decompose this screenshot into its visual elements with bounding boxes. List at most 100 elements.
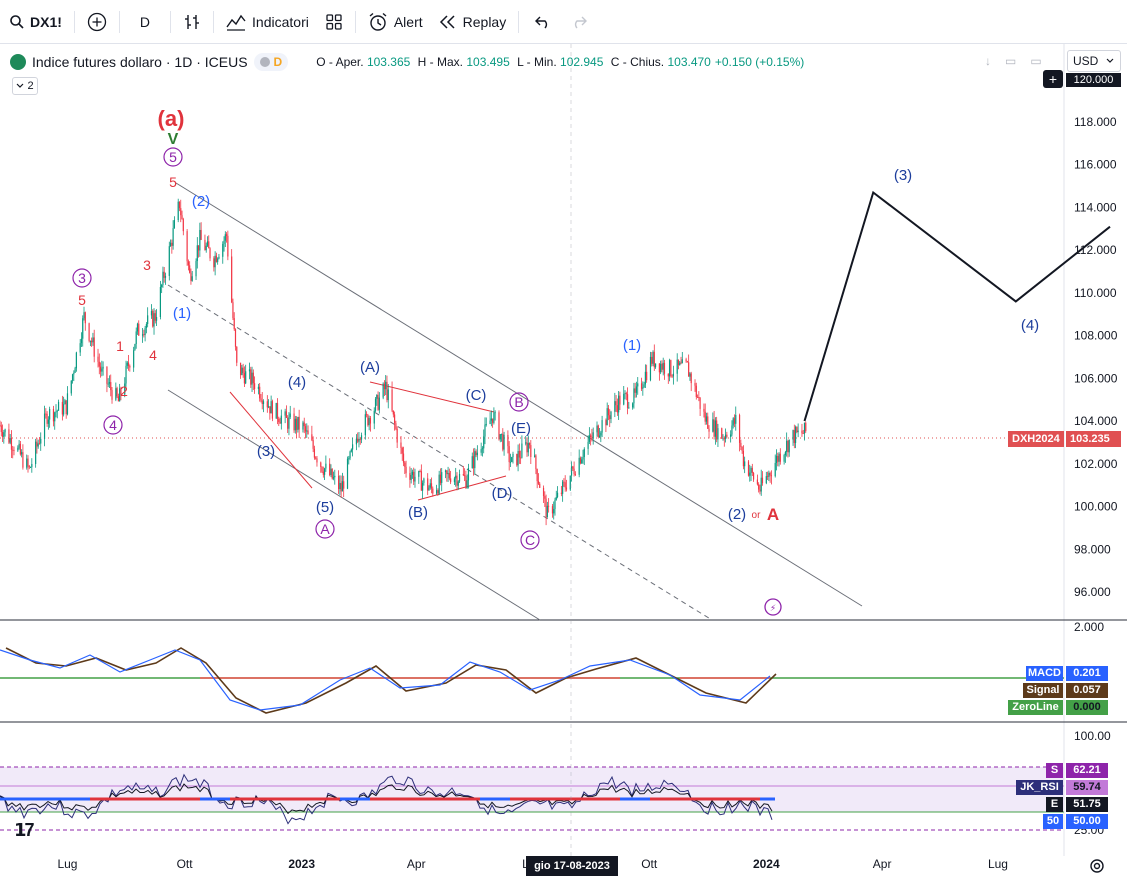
candle-body [597,425,599,437]
candle-body [236,346,238,363]
candle-body [0,425,2,433]
candle-body [707,416,709,429]
ohlc-low: L - Min. 102.945 [517,55,604,69]
candle-body [779,453,781,462]
channel-upper-line [175,182,863,607]
settings-gear-icon[interactable] [1087,856,1107,876]
candle-body [583,448,585,458]
candle-body [681,359,683,364]
compare-button[interactable] [79,6,115,38]
candle-body [694,383,696,386]
candle-body [191,276,193,281]
candle-body [456,475,458,486]
candle-body [667,373,669,377]
candle-body [536,469,538,482]
candle-body [778,453,780,462]
candle-body [485,424,487,425]
candle-body [751,467,753,473]
candle-body [18,443,20,448]
candle-body [722,438,724,440]
legend-title[interactable]: Indice futures dollaro · 1D · ICEUS [32,54,248,70]
candle-body [84,312,86,324]
candle-body [66,393,69,415]
symbol-search-button[interactable]: DX1! [0,6,70,38]
wave-label-4-circled: 4 [109,417,117,433]
layout-button[interactable] [317,6,351,38]
candle-body [450,478,452,483]
indicators-button[interactable]: Indicatori [218,6,317,38]
candle-body [214,255,216,268]
close-pane-icon[interactable]: ▭ [1030,54,1042,68]
maximize-icon[interactable]: ▭ [1005,54,1017,68]
collapse-count: 2 [27,80,34,92]
candle-body [428,487,430,491]
candle-body [378,397,380,410]
candle-body [204,239,206,251]
candle-body [716,420,718,440]
redo-button[interactable] [563,6,595,38]
arrow-down-icon[interactable]: ↓ [985,54,991,68]
interval-button[interactable]: D [124,6,166,38]
rsi-value-tag: 59.74 [1066,780,1108,795]
candle-body [436,490,438,494]
legend-collapse-button[interactable]: 2 [12,77,38,95]
candle-body [581,459,583,464]
candle-body [747,461,750,476]
wave-label-5-paren: (5) [316,499,334,516]
wave-label-4-projection: (4) [1021,317,1039,334]
candle-body [512,453,514,458]
candle-body [787,440,789,453]
candle-body [323,468,326,475]
candle-body [172,228,174,246]
candle-body [173,220,175,229]
candle-body [74,368,76,373]
rsi-average-line [0,783,773,815]
candle-body [119,388,121,402]
candle-body [618,395,620,413]
candle-body [80,338,83,344]
candle-body [511,457,513,462]
chart-canvas[interactable]: 118.000116.000114.000112.000110.000108.0… [0,44,1127,881]
candle-body [430,483,433,489]
candle-body [783,455,785,462]
candle-body [409,473,411,480]
candle-body [145,324,147,328]
candle-body [13,450,15,451]
candle-body [453,478,456,483]
candle-body [562,481,564,494]
interval-label: D [139,13,151,30]
replay-button[interactable]: Replay [431,6,515,38]
alert-button[interactable]: Alert [360,6,431,38]
macd-value-tag: 0.201 [1066,666,1108,681]
price-tick-label: 114.000 [1074,200,1117,214]
candle-body [616,405,618,413]
price-tick-label: 116.000 [1074,158,1117,172]
candle-body [360,435,363,440]
toolbar-divider [518,10,520,33]
candle-body [696,397,699,398]
wave-label-C-circled-circle [520,530,540,550]
candle-body [127,362,130,366]
chevron-down-icon [17,83,24,88]
add-plus-button[interactable]: + [1043,70,1063,88]
candle-body [270,401,272,414]
wave-label-5-circled: 5 [169,149,177,165]
candle-body [614,401,616,412]
undo-button[interactable] [523,6,563,38]
candle-body [329,463,331,476]
candle-body [735,414,737,424]
rsi-50-name-tag: 50 [1043,814,1063,829]
currency-select[interactable]: USD [1067,50,1121,72]
candle-body [765,476,767,484]
rsi-line [0,773,773,825]
candle-body [313,448,316,458]
candle-body [733,418,736,424]
market-status-pill[interactable]: D [253,53,289,71]
candle-body [225,234,228,236]
candle-body [774,462,776,477]
candle-body [626,394,629,408]
chart-type-button[interactable] [175,6,209,38]
candle-body [108,382,111,384]
candle-body [458,473,461,482]
tradingview-logo[interactable]: 𝟭7 [14,820,34,840]
